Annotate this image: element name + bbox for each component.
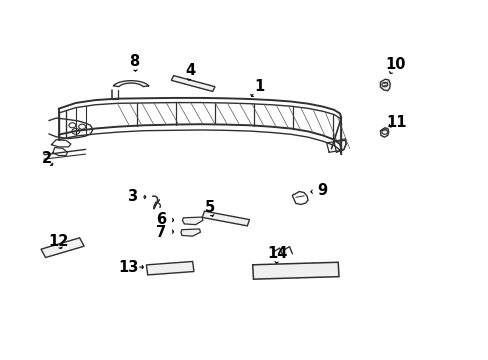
Polygon shape xyxy=(181,229,200,236)
Polygon shape xyxy=(202,211,249,226)
Polygon shape xyxy=(146,261,194,275)
Polygon shape xyxy=(292,192,307,204)
Text: 14: 14 xyxy=(267,246,287,261)
Text: 11: 11 xyxy=(385,115,406,130)
Text: 2: 2 xyxy=(41,151,51,166)
Text: 8: 8 xyxy=(129,54,139,69)
Text: 3: 3 xyxy=(127,189,137,204)
Text: 13: 13 xyxy=(118,260,138,275)
Polygon shape xyxy=(380,128,388,137)
Polygon shape xyxy=(171,76,215,91)
Polygon shape xyxy=(252,262,338,279)
Polygon shape xyxy=(380,79,389,91)
Text: 7: 7 xyxy=(156,225,166,240)
Text: 4: 4 xyxy=(185,63,195,78)
Polygon shape xyxy=(41,238,84,257)
Text: 1: 1 xyxy=(254,79,264,94)
Text: 12: 12 xyxy=(48,234,69,249)
Text: 5: 5 xyxy=(205,199,215,215)
Polygon shape xyxy=(182,217,203,225)
Text: 9: 9 xyxy=(317,183,327,198)
Text: 6: 6 xyxy=(156,212,166,227)
Text: 10: 10 xyxy=(384,57,405,72)
